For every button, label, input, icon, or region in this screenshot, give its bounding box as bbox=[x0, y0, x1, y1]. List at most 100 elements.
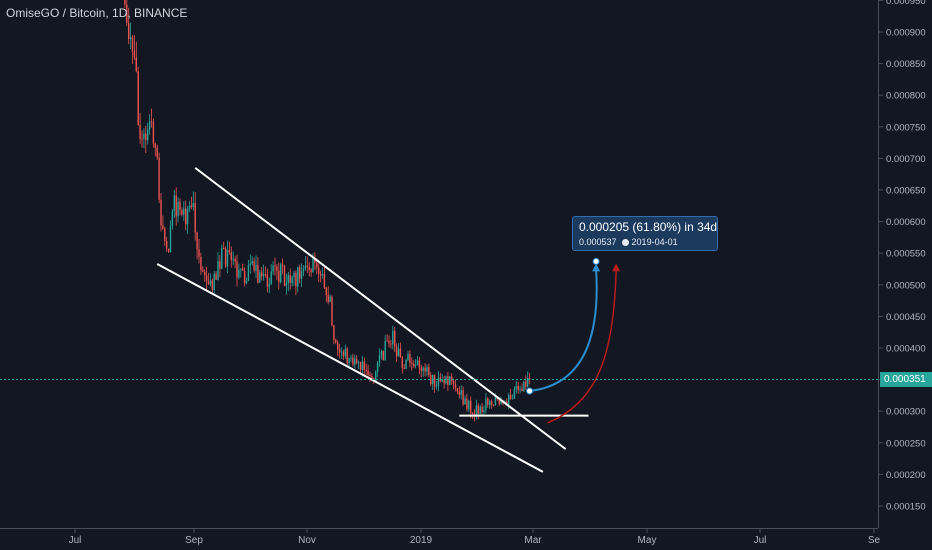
candle bbox=[483, 405, 485, 416]
candle-body bbox=[177, 201, 179, 217]
candle bbox=[477, 403, 479, 420]
candle-body bbox=[498, 399, 500, 404]
candle-body bbox=[409, 353, 411, 363]
candle bbox=[192, 191, 194, 211]
y-tick-label: 0.000450 bbox=[886, 312, 926, 323]
candle bbox=[479, 404, 481, 417]
alt-arrow-head bbox=[612, 263, 621, 272]
candle-body bbox=[506, 401, 508, 405]
candle-body bbox=[352, 357, 354, 365]
y-tick-label: 0.000250 bbox=[886, 438, 926, 449]
lower-trendline bbox=[156, 263, 544, 473]
candle bbox=[266, 268, 269, 293]
candle bbox=[147, 122, 149, 145]
projection-main-text: 0.000205 (61.80%) in 34d bbox=[579, 220, 718, 234]
candle bbox=[470, 396, 472, 419]
candle-body bbox=[194, 203, 196, 233]
candle bbox=[433, 374, 436, 393]
candle-body bbox=[354, 358, 356, 365]
candle-body bbox=[340, 351, 343, 353]
y-tick-label: 0.000900 bbox=[886, 28, 926, 39]
candle-body bbox=[527, 377, 529, 387]
candle bbox=[426, 364, 428, 376]
candle bbox=[318, 263, 320, 283]
candle-body bbox=[219, 261, 221, 269]
candle bbox=[304, 256, 307, 271]
candle-body bbox=[255, 264, 257, 271]
candle bbox=[413, 360, 415, 369]
candle-body bbox=[126, 4, 128, 23]
candle-body bbox=[394, 330, 396, 347]
candle bbox=[131, 35, 134, 64]
candle bbox=[169, 220, 172, 253]
candle bbox=[181, 207, 183, 217]
candle bbox=[209, 273, 212, 287]
candle bbox=[124, 0, 126, 9]
candle bbox=[160, 192, 162, 232]
candle bbox=[245, 277, 248, 285]
candle bbox=[405, 358, 407, 370]
candle-body bbox=[312, 258, 314, 273]
candle bbox=[323, 266, 326, 289]
candle-body bbox=[261, 272, 263, 277]
candle-body bbox=[259, 272, 261, 283]
candle-body bbox=[528, 377, 531, 379]
candle bbox=[350, 354, 352, 362]
candle bbox=[327, 286, 329, 305]
candle-body bbox=[173, 195, 175, 211]
candle bbox=[458, 386, 460, 399]
candle bbox=[340, 347, 343, 359]
candle bbox=[490, 399, 493, 409]
candle bbox=[357, 360, 360, 370]
candle bbox=[487, 397, 489, 408]
x-tick-label: Nov bbox=[298, 535, 316, 546]
candle-body bbox=[475, 405, 478, 417]
candle-body bbox=[515, 386, 517, 389]
candle-body bbox=[371, 376, 373, 379]
candle-body bbox=[399, 348, 402, 357]
candle bbox=[129, 22, 132, 50]
x-tick-label: Jul bbox=[69, 535, 82, 546]
candle bbox=[447, 372, 449, 392]
candle bbox=[302, 265, 305, 277]
candle bbox=[158, 152, 160, 204]
candle bbox=[468, 399, 470, 413]
candle-body bbox=[517, 386, 519, 390]
candle-body bbox=[386, 340, 388, 342]
candle-body bbox=[477, 405, 479, 414]
candle-body bbox=[205, 275, 208, 282]
candle-body bbox=[147, 129, 149, 141]
candle-body bbox=[397, 348, 400, 357]
drawings bbox=[156, 167, 621, 473]
candle-body bbox=[458, 391, 460, 395]
price-axis[interactable]: 0.0001500.0002000.0002500.0003000.000350… bbox=[878, 0, 926, 513]
candle bbox=[238, 263, 240, 280]
candle-body bbox=[280, 264, 282, 283]
candle-body bbox=[437, 377, 440, 387]
candle bbox=[204, 269, 206, 282]
candle-body bbox=[154, 143, 156, 148]
candle bbox=[188, 200, 191, 213]
candle-body bbox=[148, 121, 151, 130]
candle bbox=[285, 273, 288, 295]
candle bbox=[338, 343, 341, 359]
candle bbox=[278, 262, 280, 290]
candle-body bbox=[430, 375, 432, 385]
candle-body bbox=[289, 275, 291, 283]
candle bbox=[295, 270, 297, 296]
candle-body bbox=[204, 271, 206, 276]
candle bbox=[335, 338, 337, 344]
candle bbox=[143, 128, 145, 149]
candle-body bbox=[395, 346, 398, 357]
candle-body bbox=[481, 406, 483, 413]
time-axis[interactable]: Jul Sep Nov 2019 Mar May Jul Se bbox=[69, 528, 881, 546]
candle bbox=[150, 108, 153, 128]
candle bbox=[519, 385, 521, 394]
candle-body bbox=[306, 265, 308, 267]
y-tick-label: 0.000150 bbox=[886, 502, 926, 513]
candle-body bbox=[287, 275, 289, 283]
candle bbox=[268, 277, 270, 294]
y-tick-label: 0.000200 bbox=[886, 470, 926, 481]
candle bbox=[276, 264, 278, 281]
